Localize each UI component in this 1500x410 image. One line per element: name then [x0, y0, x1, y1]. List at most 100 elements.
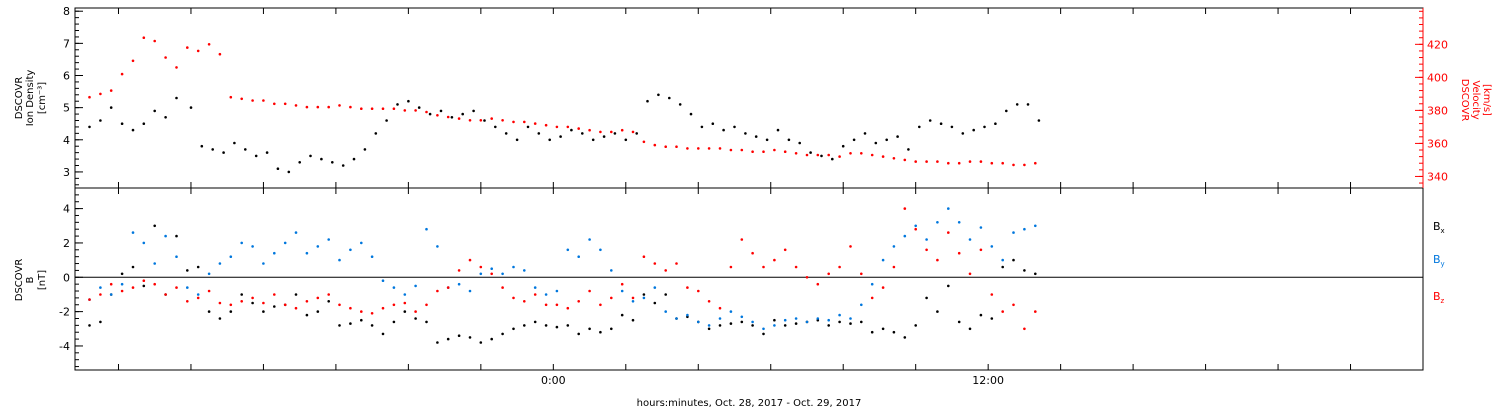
- data-point: [120, 282, 124, 286]
- data-point: [360, 107, 363, 110]
- data-point: [642, 140, 646, 144]
- data-point: [925, 296, 928, 300]
- data-point: [892, 265, 896, 269]
- data-point: [773, 318, 776, 322]
- data-point: [164, 293, 167, 296]
- data-point: [1001, 258, 1004, 262]
- data-point: [610, 327, 613, 331]
- data-point: [591, 138, 595, 142]
- data-point: [425, 227, 428, 231]
- data-point: [577, 332, 580, 336]
- right-y-tick-label: 340: [1427, 170, 1448, 183]
- data-point: [175, 234, 178, 238]
- top-left-title-line3: [cm⁻³]: [37, 82, 48, 114]
- data-point: [349, 322, 352, 325]
- data-point: [559, 135, 562, 138]
- data-point: [294, 231, 298, 234]
- data-point: [707, 147, 711, 150]
- data-point: [273, 102, 276, 106]
- data-point: [914, 160, 917, 163]
- data-point: [939, 122, 943, 125]
- data-point: [762, 327, 765, 331]
- data-point: [1001, 161, 1004, 165]
- data-point: [207, 289, 211, 293]
- data-point: [233, 141, 236, 145]
- data-point: [599, 248, 602, 252]
- data-point: [914, 224, 917, 228]
- data-point: [207, 272, 211, 276]
- data-point: [783, 150, 787, 153]
- data-point: [240, 241, 243, 245]
- data-point: [990, 293, 994, 296]
- data-point: [316, 245, 320, 248]
- data-point: [341, 164, 345, 167]
- data-point: [88, 95, 91, 99]
- data-point: [370, 107, 374, 110]
- data-point: [142, 284, 146, 288]
- legend-bz-name: B: [1433, 290, 1441, 303]
- data-point: [436, 289, 439, 293]
- bottom-left-title-line1: DSCOVR: [14, 259, 25, 302]
- data-point: [436, 245, 439, 248]
- data-point: [349, 105, 352, 109]
- data-point: [120, 289, 124, 293]
- data-point: [773, 324, 776, 327]
- data-point: [1034, 161, 1037, 165]
- data-point: [631, 318, 635, 322]
- data-point: [218, 317, 222, 320]
- data-point: [526, 125, 530, 129]
- data-point: [512, 296, 515, 300]
- data-point: [316, 105, 320, 109]
- data-point: [918, 125, 921, 129]
- data-point: [164, 116, 167, 119]
- data-point: [849, 317, 852, 320]
- data-point: [686, 313, 689, 317]
- data-point: [276, 167, 280, 170]
- data-point: [446, 286, 450, 289]
- data-point: [903, 207, 907, 210]
- data-point: [852, 138, 856, 142]
- data-point: [153, 262, 156, 265]
- data-point: [581, 132, 584, 135]
- data-point: [523, 120, 526, 124]
- data-point: [533, 293, 537, 296]
- data-point: [827, 318, 830, 322]
- data-point: [425, 110, 428, 114]
- y-tick-label: -4: [59, 340, 70, 353]
- y-tick-label: 6: [63, 70, 70, 83]
- top-left-title-line2: Ion Density: [25, 70, 36, 127]
- data-point: [175, 286, 178, 289]
- data-point: [338, 258, 341, 262]
- data-point: [305, 313, 309, 317]
- data-point: [338, 104, 341, 107]
- data-point: [196, 296, 200, 300]
- data-point: [544, 123, 548, 127]
- data-point: [1012, 231, 1015, 234]
- data-point: [370, 255, 374, 258]
- data-point: [841, 144, 845, 148]
- data-point: [501, 272, 504, 276]
- data-point: [968, 272, 972, 276]
- data-point: [523, 269, 526, 272]
- data-point: [555, 125, 559, 129]
- y-tick-label: 0: [63, 271, 70, 284]
- data-point: [374, 132, 378, 135]
- top-left-title-line1: DSCOVR: [14, 77, 25, 120]
- b-legend: Bx By Bz: [1433, 220, 1445, 305]
- data-point: [544, 293, 548, 296]
- data-point: [860, 320, 863, 324]
- data-point: [990, 161, 994, 165]
- data-point: [668, 96, 671, 100]
- data-point: [740, 238, 744, 241]
- data-point: [131, 59, 135, 63]
- data-point: [305, 105, 309, 109]
- data-point: [131, 128, 135, 132]
- data-point: [588, 327, 591, 331]
- data-point: [523, 324, 526, 327]
- data-point: [320, 157, 323, 161]
- data-point: [849, 322, 852, 325]
- data-point: [392, 320, 396, 324]
- data-point: [863, 132, 867, 135]
- data-point: [928, 119, 932, 122]
- data-point: [88, 298, 91, 301]
